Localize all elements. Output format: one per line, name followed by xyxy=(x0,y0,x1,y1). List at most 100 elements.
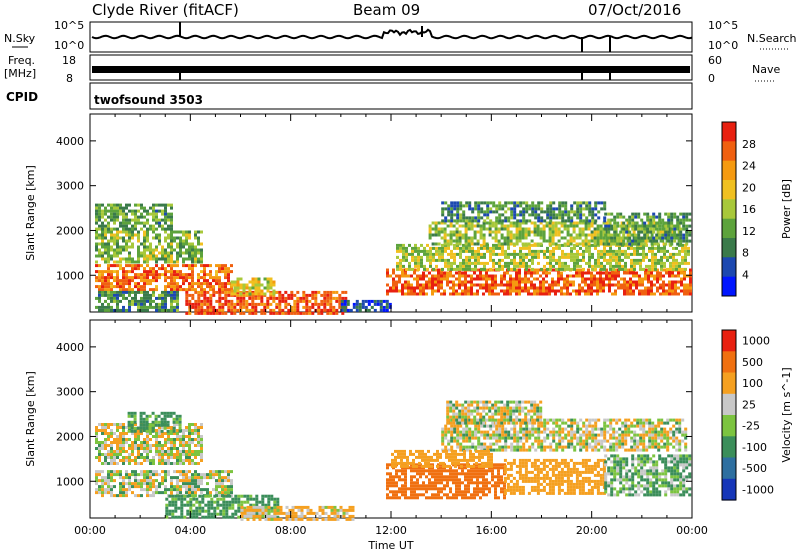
data-cell xyxy=(209,282,212,286)
data-cell xyxy=(125,296,128,300)
data-cell xyxy=(267,494,271,498)
data-cell xyxy=(455,230,459,234)
data-cell xyxy=(146,257,149,261)
data-cell xyxy=(213,494,217,498)
data-cell xyxy=(167,254,170,258)
data-cell xyxy=(101,254,104,258)
data-cell xyxy=(137,248,140,252)
data-cell xyxy=(134,264,137,268)
data-cell xyxy=(417,264,420,268)
data-cell xyxy=(361,302,365,306)
data-cell xyxy=(167,462,170,465)
data-cell xyxy=(455,233,459,237)
data-cell xyxy=(513,210,517,214)
data-cell xyxy=(492,261,495,265)
data-cell xyxy=(194,485,197,489)
data-cell xyxy=(110,236,113,240)
data-cell xyxy=(513,207,517,211)
data-cell xyxy=(649,221,653,225)
data-cell xyxy=(637,224,641,228)
data-cell xyxy=(642,258,645,262)
data-cell xyxy=(614,289,617,293)
data-cell xyxy=(486,213,490,217)
data-cell xyxy=(128,302,131,306)
data-cell xyxy=(227,282,230,286)
data-cell xyxy=(419,292,422,296)
data-cell xyxy=(414,243,417,247)
data-cell xyxy=(392,496,395,500)
data-cell xyxy=(125,264,128,268)
data-cell xyxy=(311,302,315,306)
data-cell xyxy=(215,282,218,286)
data-cell xyxy=(654,246,657,250)
data-cell xyxy=(164,230,167,234)
data-cell xyxy=(161,254,164,258)
data-cell xyxy=(128,209,131,213)
data-cell xyxy=(110,485,113,489)
data-cell xyxy=(125,290,128,294)
data-cell xyxy=(663,261,666,265)
data-cell xyxy=(530,230,534,234)
data-cell xyxy=(486,261,489,265)
data-cell xyxy=(614,268,617,272)
data-cell xyxy=(539,227,543,231)
data-cell xyxy=(681,267,684,271)
data-cell xyxy=(122,435,125,438)
data-cell xyxy=(305,305,309,309)
data-cell xyxy=(659,286,662,290)
data-cell xyxy=(128,456,131,459)
data-cell xyxy=(483,213,487,217)
data-cell xyxy=(169,414,173,418)
data-cell xyxy=(168,509,172,513)
data-cell xyxy=(386,481,389,485)
data-cell xyxy=(116,293,119,297)
data-cell xyxy=(462,246,465,250)
data-cell xyxy=(197,473,200,477)
data-cell xyxy=(224,491,227,495)
data-cell xyxy=(548,286,551,290)
data-cell xyxy=(512,236,516,240)
data-cell xyxy=(503,277,506,281)
data-cell xyxy=(296,296,300,300)
data-cell xyxy=(191,260,194,264)
data-cell xyxy=(479,283,482,287)
data-cell xyxy=(101,288,104,292)
data-cell xyxy=(182,239,185,243)
data-cell xyxy=(618,249,621,253)
data-cell xyxy=(449,274,452,278)
data-cell xyxy=(631,242,635,246)
data-cell xyxy=(152,279,155,283)
data-cell xyxy=(649,236,653,240)
data-cell xyxy=(116,426,119,429)
data-cell xyxy=(554,221,558,225)
data-cell xyxy=(587,227,591,231)
data-cell xyxy=(465,267,468,271)
data-cell xyxy=(107,224,110,228)
data-cell xyxy=(146,218,149,222)
data-cell xyxy=(616,221,620,225)
data-cell xyxy=(215,491,218,495)
data-cell xyxy=(128,270,131,274)
data-cell xyxy=(672,264,675,268)
data-cell xyxy=(659,221,663,225)
data-cell xyxy=(209,476,212,480)
data-cell xyxy=(172,417,176,421)
data-cell xyxy=(177,506,181,510)
data-cell xyxy=(107,435,110,438)
data-cell xyxy=(386,274,389,278)
data-cell xyxy=(431,481,434,485)
data-cell xyxy=(521,236,525,240)
data-cell xyxy=(470,283,473,287)
data-cell xyxy=(113,450,116,453)
data-cell xyxy=(669,255,672,259)
data-cell xyxy=(158,453,161,456)
data-cell xyxy=(398,469,401,473)
data-cell xyxy=(143,245,146,249)
data-cell xyxy=(503,236,507,240)
data-cell xyxy=(525,204,529,208)
data-cell xyxy=(176,432,179,435)
data-cell xyxy=(215,488,218,492)
data-cell xyxy=(321,505,325,509)
data-cell xyxy=(320,299,324,303)
data-cell xyxy=(521,221,525,225)
